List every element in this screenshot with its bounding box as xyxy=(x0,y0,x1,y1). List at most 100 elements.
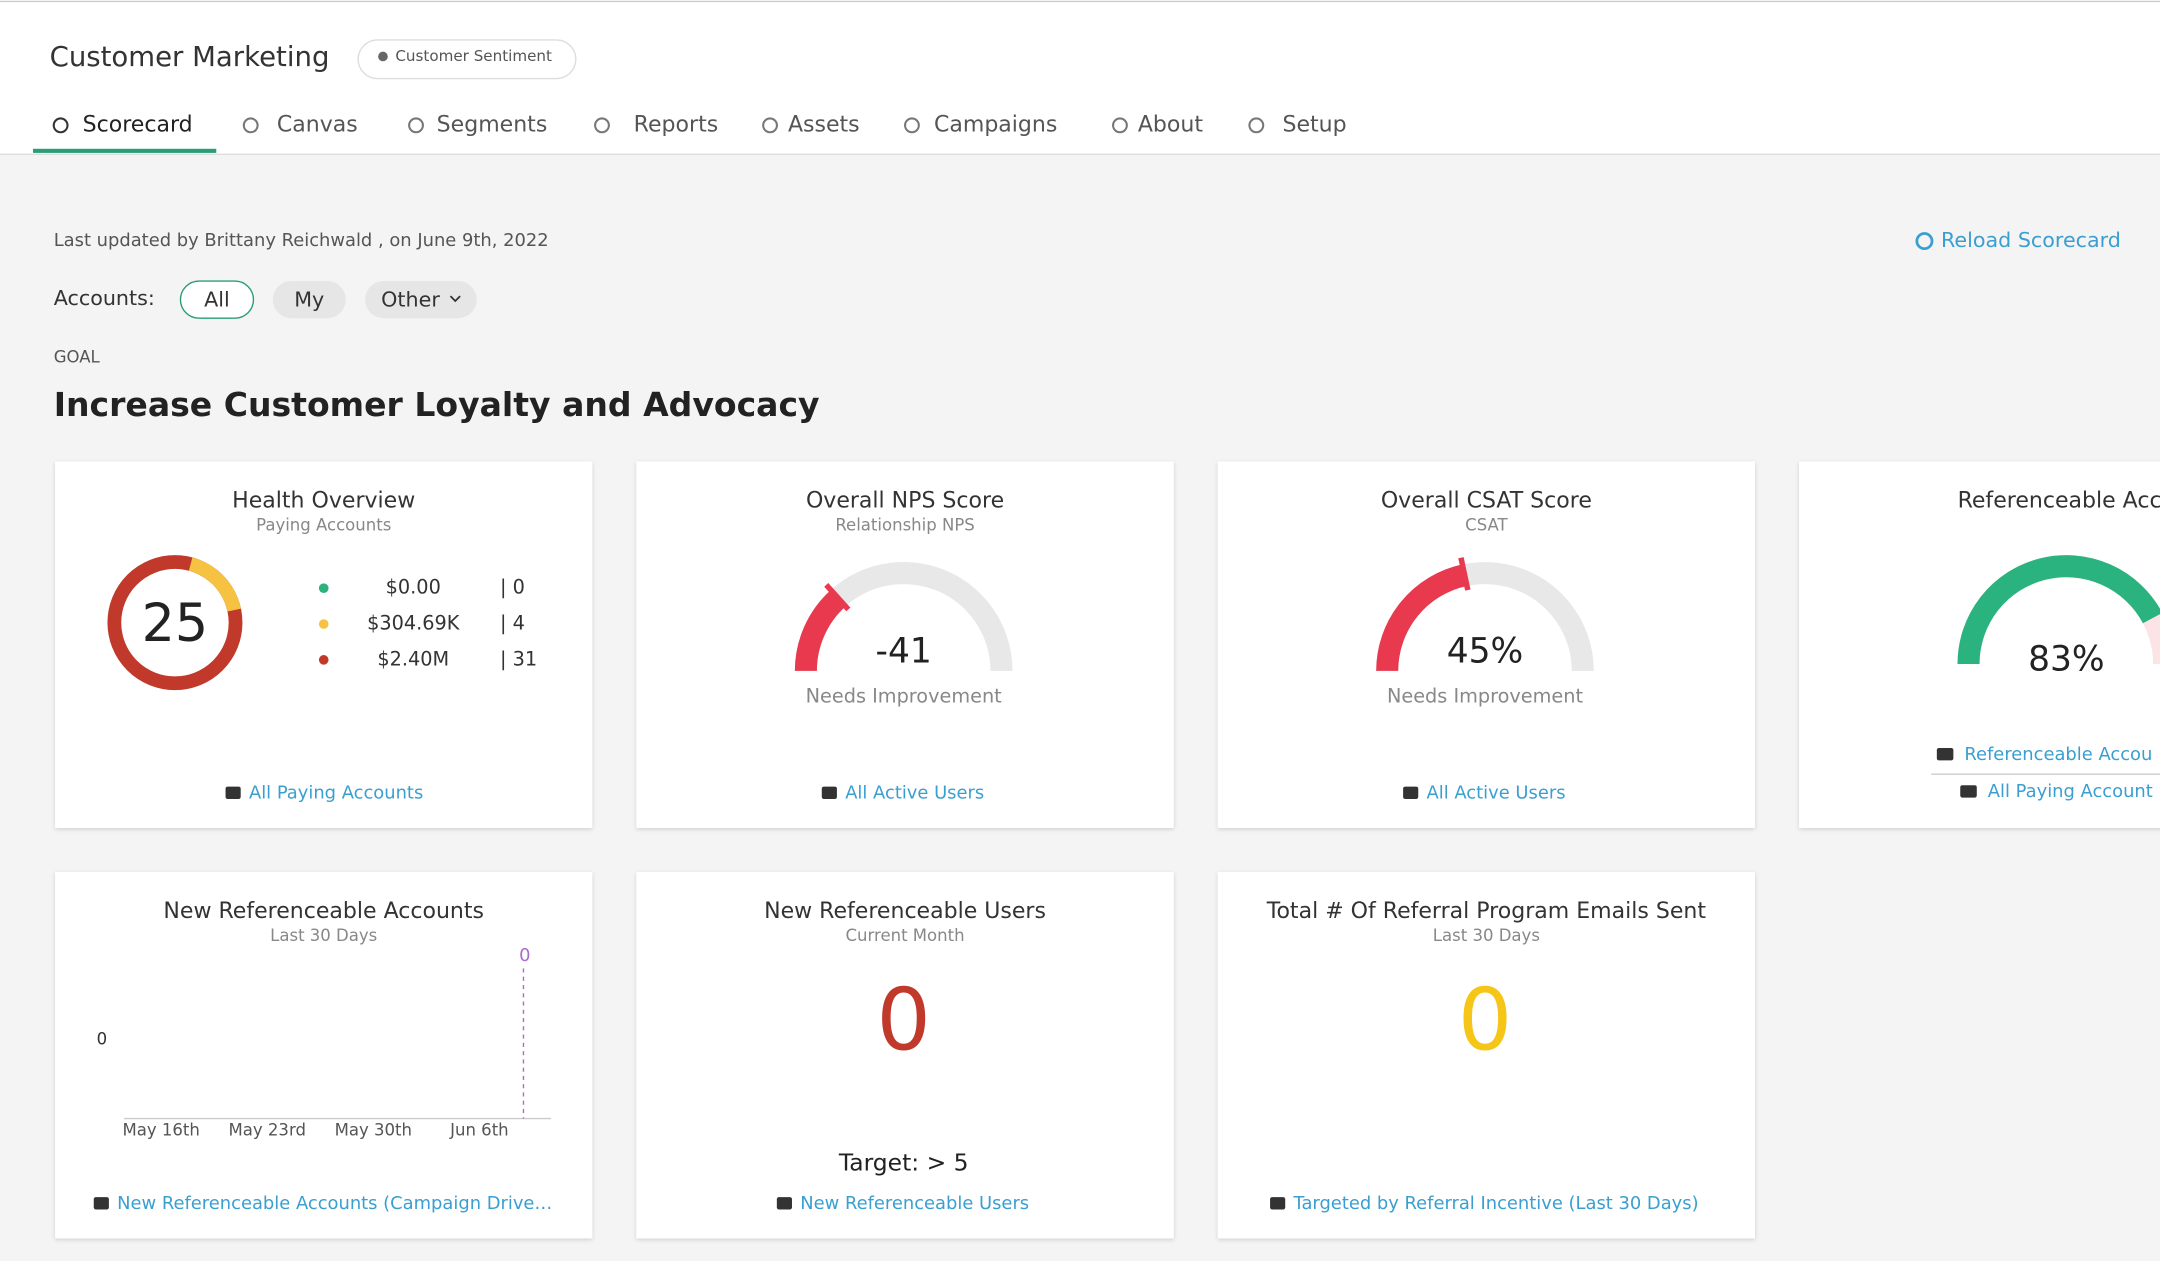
badge-text: Customer Sentiment xyxy=(395,47,552,65)
tab-underline xyxy=(33,148,217,153)
card-title: Overall CSAT Score xyxy=(1381,488,1592,513)
card-link[interactable]: Referenceable Accou xyxy=(1964,744,2152,765)
gauge-status: Needs Improvement xyxy=(1387,685,1584,708)
legend-amount: $0.00 xyxy=(386,576,441,599)
card-title: Overall NPS Score xyxy=(806,488,1004,513)
x-label: May 16th xyxy=(122,1120,199,1139)
card-title: New Referenceable Accounts xyxy=(163,899,484,924)
donut-segment xyxy=(188,557,241,612)
gauge-fill xyxy=(1376,564,1468,672)
x-label: May 30th xyxy=(335,1120,412,1139)
legend-count: | 4 xyxy=(500,612,525,635)
chevron xyxy=(449,295,461,303)
accounts-label: Accounts: xyxy=(54,286,155,310)
gauge-fill xyxy=(1957,555,2160,665)
legend-amount: $2.40M xyxy=(377,647,449,670)
legend-dot xyxy=(318,583,329,594)
tab[interactable]: Assets xyxy=(788,112,860,137)
target: Target: > 5 xyxy=(838,1149,969,1177)
filter-label: Other xyxy=(381,287,440,311)
legend-amount: $304.69K xyxy=(367,612,461,635)
big-number: 0 xyxy=(877,972,931,1071)
tab-icon xyxy=(594,117,610,134)
card-title: New Referenceable Users xyxy=(764,899,1046,924)
gauge-value: 83% xyxy=(2028,640,2105,680)
gauge-status: Needs Improvement xyxy=(806,685,1003,708)
filter-label: All xyxy=(204,287,230,311)
x-label: May 23rd xyxy=(229,1120,306,1139)
link-icon xyxy=(821,786,837,799)
card-link[interactable]: All Paying Accounts xyxy=(249,782,423,803)
tab-icon xyxy=(408,117,424,134)
big-number: 0 xyxy=(1458,972,1512,1071)
tab-icon xyxy=(762,117,778,134)
card-subtitle: Last 30 Days xyxy=(270,926,377,945)
legend-count: | 31 xyxy=(500,647,537,670)
tab-icon xyxy=(242,117,259,134)
gauge-needle xyxy=(1458,557,1471,591)
goal-title: Increase Customer Loyalty and Advocacy xyxy=(54,385,820,424)
tab-icon xyxy=(52,117,69,134)
axis-label: 0 xyxy=(97,1030,108,1049)
card-title: Total # Of Referral Program Emails Sent xyxy=(1266,899,1707,924)
tab[interactable]: Segments xyxy=(437,112,548,137)
legend-dot xyxy=(318,655,329,665)
tab[interactable]: About xyxy=(1138,112,1203,137)
badge-icon xyxy=(378,51,388,62)
link-icon xyxy=(1960,785,1977,798)
card-subtitle: Current Month xyxy=(846,926,965,945)
point-label: 0 xyxy=(519,945,530,966)
card-subtitle: Relationship NPS xyxy=(835,516,974,535)
link-icon xyxy=(1403,786,1419,799)
gauge-value: 45% xyxy=(1447,631,1524,671)
card xyxy=(1217,461,1755,828)
tab-icon xyxy=(1112,117,1128,134)
gauge-fill xyxy=(794,589,846,672)
legend-dot xyxy=(318,619,329,629)
card xyxy=(1217,871,1755,1239)
card xyxy=(636,871,1174,1239)
x-label: Jun 6th xyxy=(449,1120,509,1139)
gauge-value: -41 xyxy=(876,631,932,671)
tab[interactable]: Scorecard xyxy=(83,112,193,137)
card-link[interactable]: All Active Users xyxy=(1427,782,1566,803)
link-icon xyxy=(1270,1197,1286,1210)
card-link[interactable]: New Referenceable Accounts (Campaign Dri… xyxy=(117,1193,552,1214)
reload-button[interactable]: Reload Scorecard xyxy=(1941,228,2121,252)
filter-all[interactable] xyxy=(179,280,255,319)
tab[interactable]: Reports xyxy=(634,112,719,137)
tab[interactable]: Campaigns xyxy=(934,112,1057,137)
tab[interactable]: Setup xyxy=(1283,112,1347,137)
card-link[interactable]: All Active Users xyxy=(845,782,984,803)
tab-icon xyxy=(904,117,920,134)
badge[interactable] xyxy=(357,39,577,80)
card xyxy=(55,461,593,828)
card-link[interactable]: All Paying Account xyxy=(1988,781,2153,802)
gauge-needle xyxy=(824,583,851,612)
filter-other[interactable] xyxy=(365,281,477,319)
tab[interactable]: Canvas xyxy=(277,112,358,137)
card-link[interactable]: Targeted by Referral Incentive (Last 30 … xyxy=(1292,1193,1698,1214)
donut-ring xyxy=(107,555,243,691)
donut-center: 25 xyxy=(142,593,209,654)
tab-icon xyxy=(1248,117,1265,134)
link-icon xyxy=(776,1197,792,1210)
last-updated: Last updated by Brittany Reichwald , on … xyxy=(54,230,549,251)
link-icon xyxy=(93,1197,109,1210)
card-subtitle: Paying Accounts xyxy=(256,516,391,535)
card-title: Health Overview xyxy=(232,488,415,513)
card-title: Referenceable Acco xyxy=(1958,488,2160,513)
page-title: Customer Marketing xyxy=(50,41,330,73)
card xyxy=(55,871,593,1239)
reload-icon xyxy=(1915,232,1934,251)
link-icon xyxy=(1936,748,1954,761)
card-link[interactable]: New Referenceable Users xyxy=(800,1193,1029,1214)
card-subtitle: Last 30 Days xyxy=(1433,926,1540,945)
link-icon xyxy=(225,786,241,799)
card xyxy=(636,461,1174,828)
filter-label: My xyxy=(294,287,324,311)
filter-my[interactable] xyxy=(272,281,346,319)
